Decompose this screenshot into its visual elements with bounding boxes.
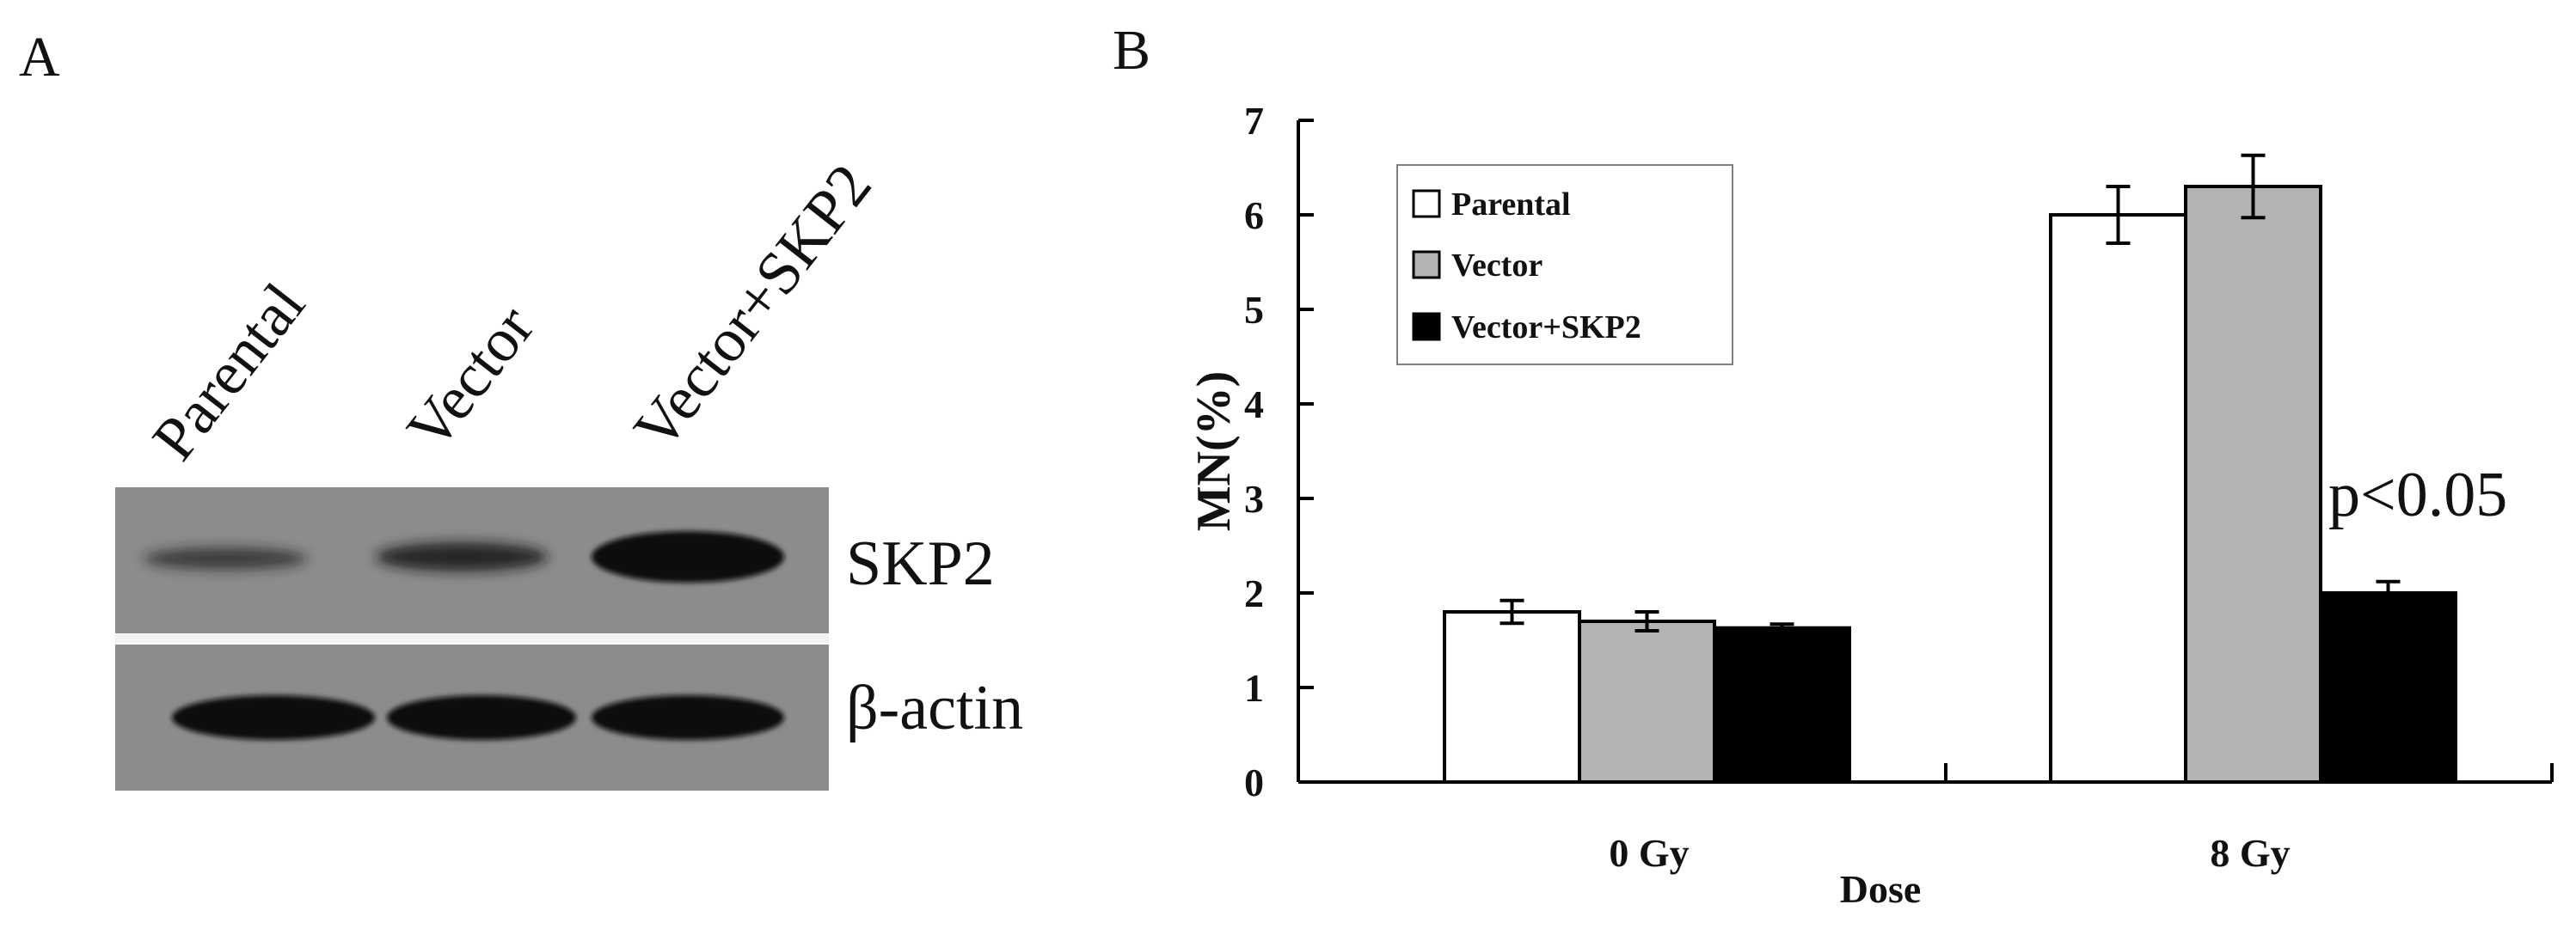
y-tick-label-4: 4 — [1244, 382, 1264, 426]
blot-label-skp2: SKP2 — [846, 529, 995, 599]
legend-label-vector-skp2: Vector+SKP2 — [1451, 309, 1641, 345]
skp2-band-vector — [376, 542, 548, 571]
error-bar-vector-8-gy — [2241, 153, 2266, 220]
legend-swatch-vector-skp2 — [1412, 312, 1441, 341]
skp2-band-vector-skp2 — [592, 531, 784, 583]
error-bar-vector-skp2-0-gy — [1769, 622, 1794, 634]
bar-vector-0-gy — [1578, 620, 1716, 784]
legend: Parental Vector Vector+SKP2 — [1396, 164, 1733, 365]
category-label-0gy: 0 Gy — [1609, 831, 1689, 875]
bar-chart: 0 1 2 3 4 5 6 7 MN(%) Dose 0 Gy 8 Gy p<0.05 Par… — [1187, 99, 2554, 911]
error-bar-vector-0-gy — [1635, 610, 1659, 632]
y-tick-label-5: 5 — [1244, 288, 1264, 332]
legend-box — [1396, 164, 1733, 365]
y-tick-label-3: 3 — [1244, 477, 1264, 521]
y-tick-label-6: 6 — [1244, 193, 1264, 237]
panel-b-label: B — [1113, 19, 1150, 82]
western-blot — [115, 487, 829, 791]
blot-label-actin: β-actin — [846, 673, 1023, 743]
y-tick-label-7: 7 — [1244, 99, 1264, 143]
legend-swatch-parental — [1412, 189, 1441, 218]
panel-a-label: A — [19, 26, 60, 89]
error-bar-vector-skp2-8-gy — [2376, 579, 2401, 607]
legend-label-parental: Parental — [1451, 186, 1571, 223]
bar-vector-8-gy — [2184, 185, 2322, 784]
bar-parental-8-gy — [2049, 213, 2187, 784]
error-bar-parental-0-gy — [1500, 598, 1524, 626]
y-axis-label: MN(%) — [1187, 371, 1241, 532]
actin-band-parental — [172, 695, 375, 740]
bar-vector-skp2-8-gy — [2319, 591, 2457, 784]
significance-annotation: p<0.05 — [2328, 460, 2507, 530]
y-tick-label-1: 1 — [1244, 666, 1264, 710]
actin-band-vector-skp2 — [592, 695, 784, 740]
lane-label-vector-skp2: Vector+SKP2 — [621, 151, 885, 462]
legend-label-vector: Vector — [1451, 248, 1543, 284]
legend-swatch-vector — [1412, 250, 1441, 279]
category-label-8gy: 8 Gy — [2210, 831, 2290, 875]
y-tick-label-2: 2 — [1244, 571, 1264, 615]
skp2-band-parental — [144, 547, 307, 570]
lane-label-parental: Parental — [139, 271, 318, 473]
lane-label-vector: Vector — [394, 293, 548, 462]
lane-labels: Parental Vector Vector+SKP2 — [139, 151, 885, 473]
error-bar-parental-8-gy — [2106, 185, 2131, 245]
y-tick-label-0: 0 — [1244, 761, 1264, 804]
actin-band-vector — [387, 695, 576, 740]
x-axis-label: Dose — [1840, 867, 1922, 911]
bar-parental-0-gy — [1443, 610, 1581, 784]
bar-vector-skp2-0-gy — [1713, 626, 1851, 785]
